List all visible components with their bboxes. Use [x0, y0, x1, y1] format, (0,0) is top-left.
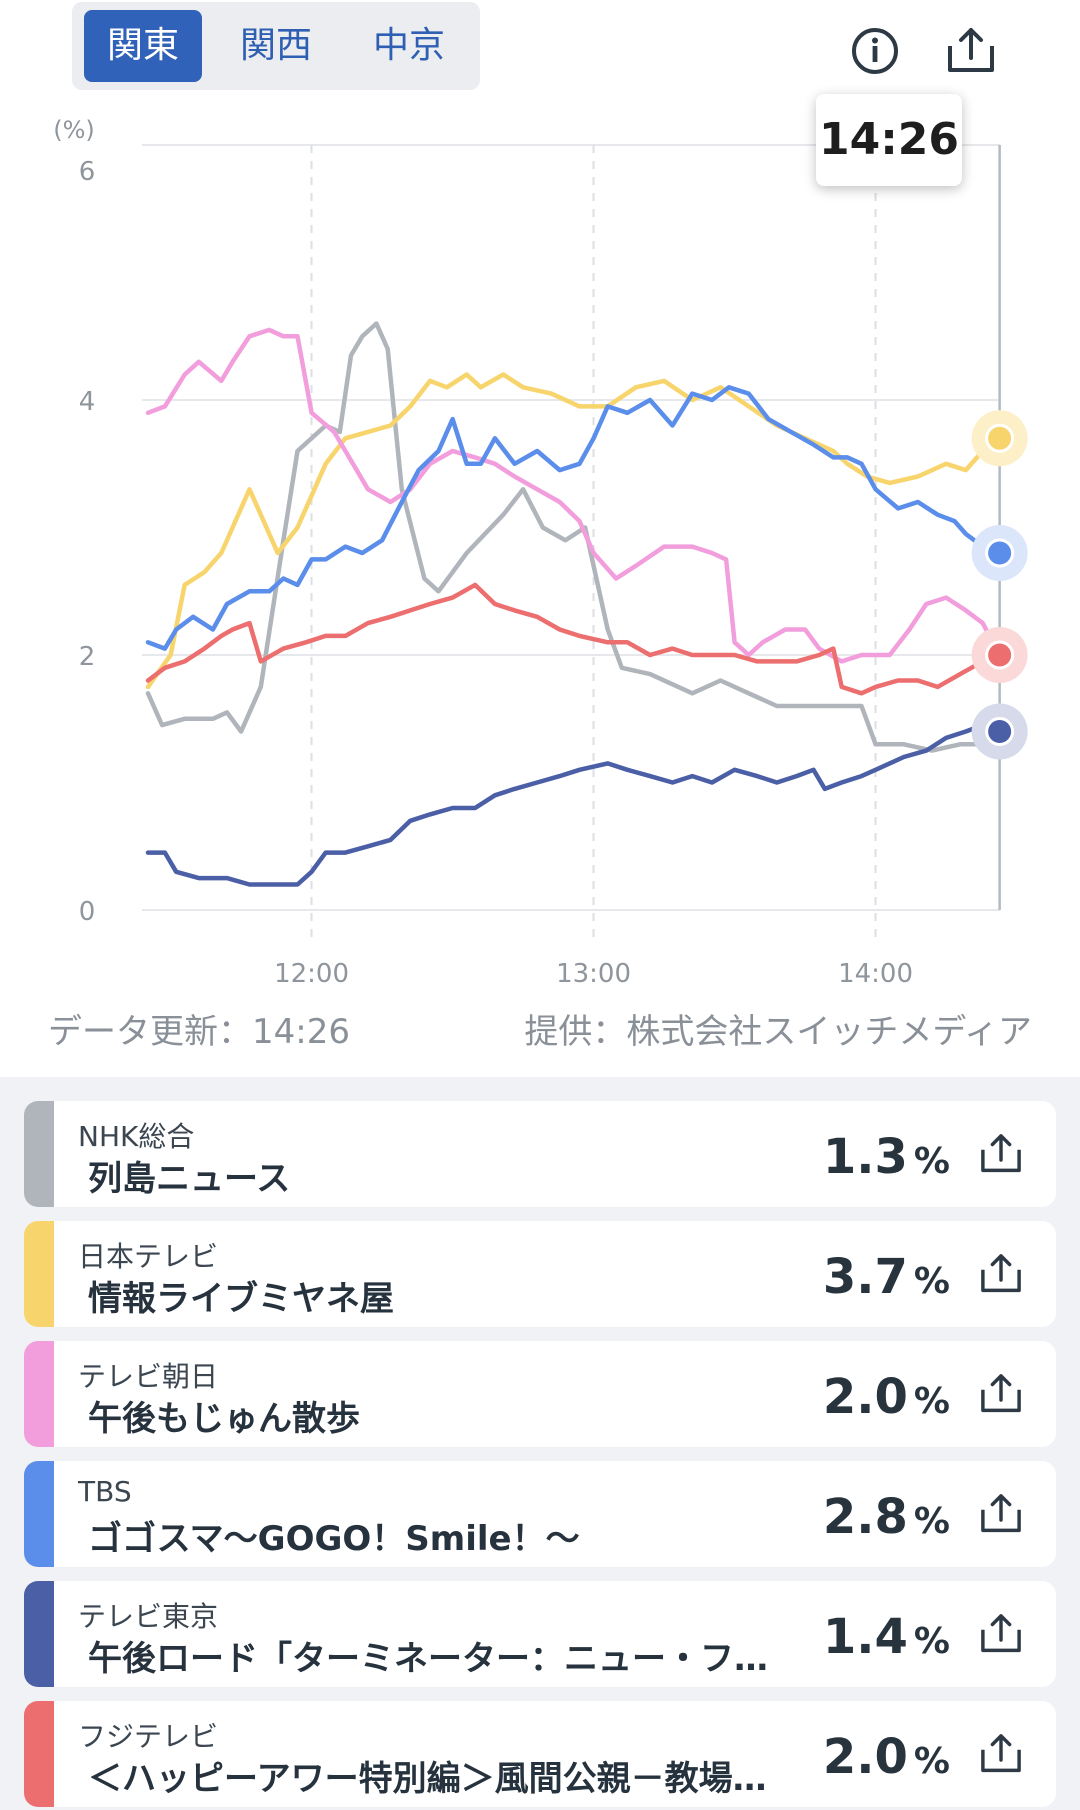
- channel-color-bar: [24, 1581, 54, 1687]
- region-tab-kanto[interactable]: 関東: [84, 10, 202, 82]
- program-title: 列島ニュース: [88, 1159, 291, 1199]
- series-line: [145, 722, 1002, 887]
- ratings-line-chart: (%) 6 4 2 0 12:00 13:00 14:00: [53, 116, 1028, 989]
- rating-value: 2.0%: [822, 1369, 950, 1425]
- program-title: 情報ライブミヤネ屋: [88, 1279, 394, 1319]
- channel-card-ntv[interactable]: 日本テレビ 情報ライブミヤネ屋 3.7%: [24, 1221, 1056, 1327]
- share-icon[interactable]: [976, 1129, 1026, 1179]
- station-name: フジテレビ: [78, 1720, 219, 1753]
- rating-value: 2.8%: [822, 1489, 950, 1545]
- channel-color-bar: [24, 1221, 54, 1327]
- end-marker: [985, 423, 1015, 453]
- channel-color-bar: [24, 1701, 54, 1807]
- station-name: 日本テレビ: [78, 1240, 219, 1273]
- program-title: 午後ロード「ターミネーター：ニュー・フ…: [88, 1639, 768, 1679]
- y-tick-label: 4: [79, 387, 96, 417]
- program-title: ゴゴスマ～GOGO！Smile！～: [88, 1519, 580, 1559]
- station-name: テレビ東京: [78, 1600, 219, 1633]
- y-tick-label: 6: [79, 157, 96, 187]
- end-marker: [985, 717, 1015, 746]
- x-tick-label: 14:00: [838, 959, 913, 989]
- region-tab-kansai[interactable]: 関西: [239, 25, 312, 66]
- channel-card-nhk[interactable]: NHK総合 列島ニュース 1.3%: [24, 1101, 1056, 1207]
- share-icon[interactable]: [942, 22, 1000, 80]
- share-icon[interactable]: [976, 1609, 1026, 1659]
- channel-color-bar: [24, 1341, 54, 1447]
- program-title: 午後もじゅん散歩: [88, 1399, 360, 1439]
- rating-value: 3.7%: [822, 1249, 950, 1305]
- data-provider-label: 提供：株式会社スイッチメディア: [524, 1012, 1032, 1052]
- station-name: NHK総合: [78, 1120, 195, 1153]
- chart-panel: 関東 関西 中京 (%) 6 4 2 0 12:00 13:00 14:00 14:26 デ…: [48, 2, 1032, 1052]
- region-selector: 関東 関西 中京: [72, 2, 480, 90]
- rating-value: 1.3%: [822, 1129, 950, 1185]
- station-name: TBS: [78, 1475, 132, 1508]
- y-tick-label: 2: [79, 642, 96, 672]
- share-icon[interactable]: [976, 1729, 1026, 1779]
- channel-card-tv-asahi[interactable]: テレビ朝日 午後もじゅん散歩 2.0%: [24, 1341, 1056, 1447]
- program-title: ＜ハッピーアワー特別編＞風間公親－教場…: [88, 1759, 767, 1799]
- channel-card-fuji-tv[interactable]: フジテレビ ＜ハッピーアワー特別編＞風間公親－教場… 2.0%: [24, 1701, 1056, 1807]
- share-icon[interactable]: [976, 1369, 1026, 1419]
- channel-color-bar: [24, 1461, 54, 1567]
- y-axis-unit-label: (%): [53, 116, 95, 144]
- end-marker: [985, 538, 1015, 568]
- info-icon[interactable]: [846, 22, 904, 80]
- channel-card-tbs[interactable]: TBS ゴゴスマ～GOGO！Smile！～ 2.8%: [24, 1461, 1056, 1567]
- series-line: [145, 321, 1002, 753]
- x-tick-label: 13:00: [556, 959, 631, 989]
- series-line: [145, 327, 1002, 664]
- channel-card-tv-tokyo[interactable]: テレビ東京 午後ロード「ターミネーター：ニュー・フ… 1.4%: [24, 1581, 1056, 1687]
- channel-list: NHK総合 列島ニュース 1.3% 日本テレビ 情報ライブミヤネ屋 3.7% テ…: [0, 1077, 1080, 1810]
- series-line: [145, 582, 1002, 696]
- series-line: [145, 372, 1002, 690]
- time-cursor-tooltip: 14:26: [816, 94, 962, 186]
- end-marker: [985, 640, 1015, 670]
- x-tick-label: 12:00: [274, 959, 349, 989]
- share-icon[interactable]: [976, 1249, 1026, 1299]
- series-line: [145, 385, 1002, 651]
- rating-value: 1.4%: [822, 1609, 950, 1665]
- region-tab-chukyo[interactable]: 中京: [372, 25, 445, 66]
- station-name: テレビ朝日: [78, 1360, 219, 1393]
- y-tick-label: 0: [79, 897, 96, 927]
- channel-color-bar: [24, 1101, 54, 1207]
- data-updated-label: データ更新：14:26: [48, 1012, 350, 1052]
- rating-value: 2.0%: [822, 1729, 950, 1785]
- share-icon[interactable]: [976, 1489, 1026, 1539]
